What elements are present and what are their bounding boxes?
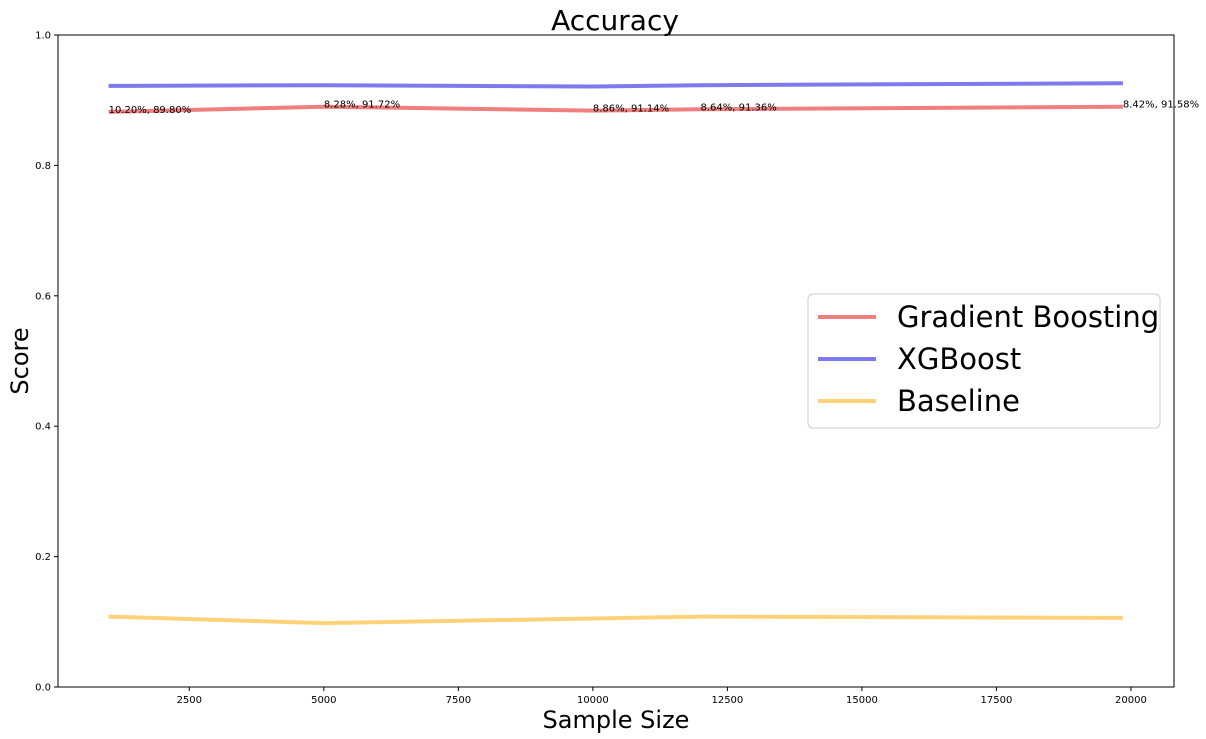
x-axis-title: Sample Size [543,706,690,734]
x-tick-label: 17500 [981,695,1013,706]
y-tick-label: 0.8 [35,161,51,172]
y-tick-label: 0.0 [35,683,51,694]
y-tick-label: 0.6 [35,291,51,302]
legend: Gradient Boosting XGBoost Baseline [807,293,1161,429]
legend-label: Gradient Boosting [897,300,1159,334]
x-tick-label: 12500 [711,695,743,706]
y-tick-label: 0.2 [35,552,51,563]
series-line-gradient-boosting [108,104,1123,114]
y-tick-label: 1.0 [35,31,51,42]
x-tick-label: 10000 [577,695,609,706]
x-tick-label: 5000 [311,695,336,706]
legend-box [807,293,1161,429]
data-annotation: 10.20%, 89.80% [109,105,192,116]
x-tick-label: 2500 [177,695,202,706]
chart-title: Accuracy [551,4,679,37]
x-tick-label: 20000 [1115,695,1147,706]
data-annotation: 8.42%, 91.58% [1123,100,1199,111]
y-axis-title: Score [6,327,34,394]
series-line-xgboost [108,81,1123,89]
plot-area: 2500 5000 7500 10000 12500 15000 17500 20000 0.0… [35,31,1199,707]
x-tick-label: 7500 [446,695,471,706]
data-annotation: 8.28%, 91.72% [324,100,400,111]
series-line-baseline [108,614,1123,626]
legend-label: XGBoost [897,342,1021,376]
legend-label: Baseline [897,384,1020,418]
y-tick-label: 0.4 [35,422,51,433]
data-annotation: 8.86%, 91.14% [593,104,669,115]
data-annotation: 8.64%, 91.36% [700,102,776,113]
plot-frame [57,34,1175,688]
x-tick-label: 15000 [846,695,878,706]
